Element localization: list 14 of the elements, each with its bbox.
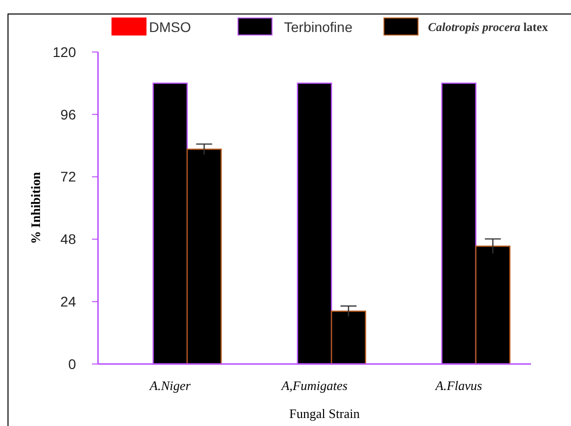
legend-label: Calotropis procera latex bbox=[428, 20, 548, 34]
y-tick-label: 96 bbox=[60, 106, 76, 122]
legend-label: Terbinofine bbox=[284, 18, 353, 35]
x-axis-title: Fungal Strain bbox=[289, 406, 360, 421]
y-tick-label: 120 bbox=[52, 44, 76, 60]
y-tick-label: 0 bbox=[68, 356, 76, 372]
y-tick-label: 48 bbox=[60, 231, 76, 248]
x-tick-label: A.Flavus bbox=[434, 378, 482, 393]
y-tick-label: 24 bbox=[60, 294, 76, 310]
y-axis-title: % Inhibition bbox=[28, 171, 43, 244]
x-tick-label: A.Niger bbox=[148, 378, 192, 393]
legend-label: DMSO bbox=[149, 18, 192, 35]
x-tick-label: A,Fumigates bbox=[280, 378, 348, 393]
y-tick-label: 72 bbox=[60, 168, 76, 185]
